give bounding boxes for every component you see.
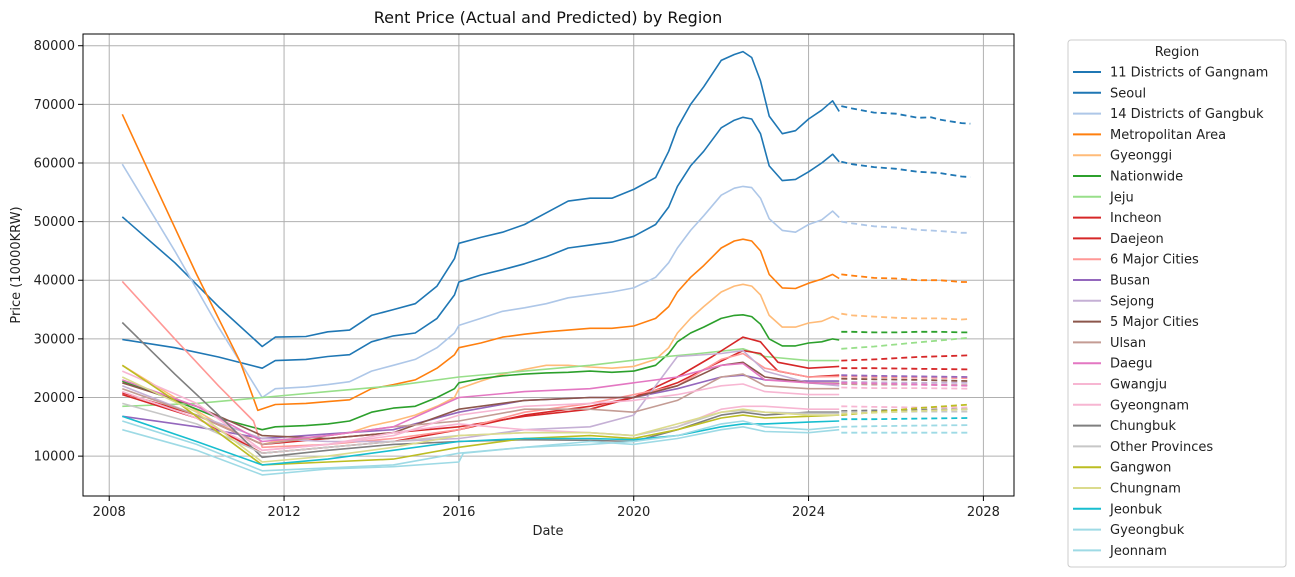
series-line-seoul xyxy=(122,116,840,370)
x-tick-label: 2016 xyxy=(442,505,475,520)
legend-label: Jeju xyxy=(1109,190,1134,205)
y-tick-label: 50000 xyxy=(34,215,75,230)
predicted-line-5-major-cities xyxy=(841,377,971,382)
series-line-metropolitan-area xyxy=(121,113,840,412)
series-line-gangwon xyxy=(121,364,840,466)
predicted-line-chungnam xyxy=(841,408,971,415)
x-tick-label: 2020 xyxy=(617,505,650,520)
predicted-line-gwangju xyxy=(841,386,971,390)
predicted-line-6-major-cities xyxy=(841,375,971,380)
legend-label: 14 Districts of Gangbuk xyxy=(1110,107,1264,122)
series-line-14-districts-of-gangbuk xyxy=(121,163,840,399)
predicted-line-incheon xyxy=(841,354,971,362)
predicted-line-gyeonggi xyxy=(841,312,971,321)
series-line-jeonbuk xyxy=(122,415,840,466)
legend-label: 5 Major Cities xyxy=(1110,315,1199,330)
y-tick-label: 70000 xyxy=(34,98,75,113)
predicted-line-gyeongbuk xyxy=(841,424,971,428)
legend-title: Region xyxy=(1155,45,1200,60)
y-axis-title: Price (10000KRW) xyxy=(9,206,24,323)
predicted-line-daejeon xyxy=(841,367,971,371)
legend-label: Chungbuk xyxy=(1110,419,1177,434)
predicted-line-jeonbuk xyxy=(841,417,971,421)
chart-title: Rent Price (Actual and Predicted) by Reg… xyxy=(374,8,722,27)
predicted-line-gyeongnam xyxy=(841,405,971,409)
y-tick-label: 40000 xyxy=(34,274,75,289)
series-line-nationwide xyxy=(122,313,840,431)
x-axis-title: Date xyxy=(532,524,563,539)
legend-label: Jeonnam xyxy=(1109,544,1167,559)
predicted-line-sejong xyxy=(841,380,971,384)
legend-label: Metropolitan Area xyxy=(1110,128,1226,143)
predicted-line-busan xyxy=(841,374,971,378)
legend-label: 11 Districts of Gangnam xyxy=(1110,66,1268,81)
predicted-line-metropolitan-area xyxy=(841,273,971,283)
legend: Region 11 Districts of Gangnam Seoul 14 Di… xyxy=(1067,39,1287,568)
series-line-chungnam xyxy=(121,376,840,463)
y-tick-label: 10000 xyxy=(34,450,75,465)
x-tick-label: 2028 xyxy=(967,505,1000,520)
y-tick-label: 80000 xyxy=(34,39,75,54)
predicted-line-nationwide xyxy=(841,330,971,334)
y-tick-label: 20000 xyxy=(34,391,75,406)
legend-label: Other Provinces xyxy=(1110,440,1213,455)
x-tick-label: 2008 xyxy=(93,505,126,520)
y-tick-label: 30000 xyxy=(34,332,75,347)
legend-frame xyxy=(1067,39,1287,568)
series-line-ulsan xyxy=(122,373,840,446)
legend-label: Daejeon xyxy=(1110,232,1164,247)
x-tick-label: 2012 xyxy=(268,505,301,520)
plot-frame xyxy=(82,33,1015,497)
y-tick-label: 60000 xyxy=(34,156,75,171)
predicted-line-gangwon xyxy=(841,403,971,416)
legend-label: Gyeongbuk xyxy=(1110,523,1185,538)
legend-label: Chungnam xyxy=(1110,482,1181,497)
predicted-line-daegu xyxy=(841,381,971,387)
y-axis-ticks: 10000 20000 30000 40000 50000 60000 70000 80000 xyxy=(34,39,83,465)
legend-label: Nationwide xyxy=(1110,170,1183,185)
x-tick-label: 2024 xyxy=(792,505,825,520)
series-line-daegu xyxy=(122,362,840,443)
grid-lines xyxy=(83,34,1014,496)
legend-label: Gangwon xyxy=(1110,461,1171,476)
legend-label: Jeonbuk xyxy=(1109,502,1163,517)
legend-label: Seoul xyxy=(1110,86,1146,101)
legend-items: 11 Districts of Gangnam Seoul 14 Districts… xyxy=(1073,66,1268,559)
series-line-gyeongbuk xyxy=(122,420,840,472)
predicted-line-seoul xyxy=(841,160,971,178)
series-line-11-districts-of-gangnam xyxy=(121,50,840,348)
series-line-5-major-cities xyxy=(122,361,840,440)
legend-label: Gyeongnam xyxy=(1110,398,1189,413)
series-lines xyxy=(121,50,971,476)
legend-label: Busan xyxy=(1110,274,1150,289)
legend-label: Incheon xyxy=(1110,211,1162,226)
legend-label: Daegu xyxy=(1110,357,1152,372)
legend-label: 6 Major Cities xyxy=(1110,253,1199,268)
series-line-incheon xyxy=(122,336,840,446)
predicted-line-jeju xyxy=(841,336,971,350)
predicted-line-11-districts-of-gangnam xyxy=(841,105,971,125)
legend-label: Ulsan xyxy=(1110,336,1146,351)
legend-label: Gwangju xyxy=(1110,378,1167,393)
legend-label: Sejong xyxy=(1110,294,1154,309)
predicted-line-14-districts-of-gangbuk xyxy=(841,220,971,234)
x-axis-ticks: 2008 2012 2016 2020 2024 2028 xyxy=(93,496,1000,520)
series-line-jeonnam xyxy=(122,425,840,476)
legend-label: Gyeonggi xyxy=(1110,149,1172,164)
series-line-chungbuk xyxy=(121,321,840,459)
